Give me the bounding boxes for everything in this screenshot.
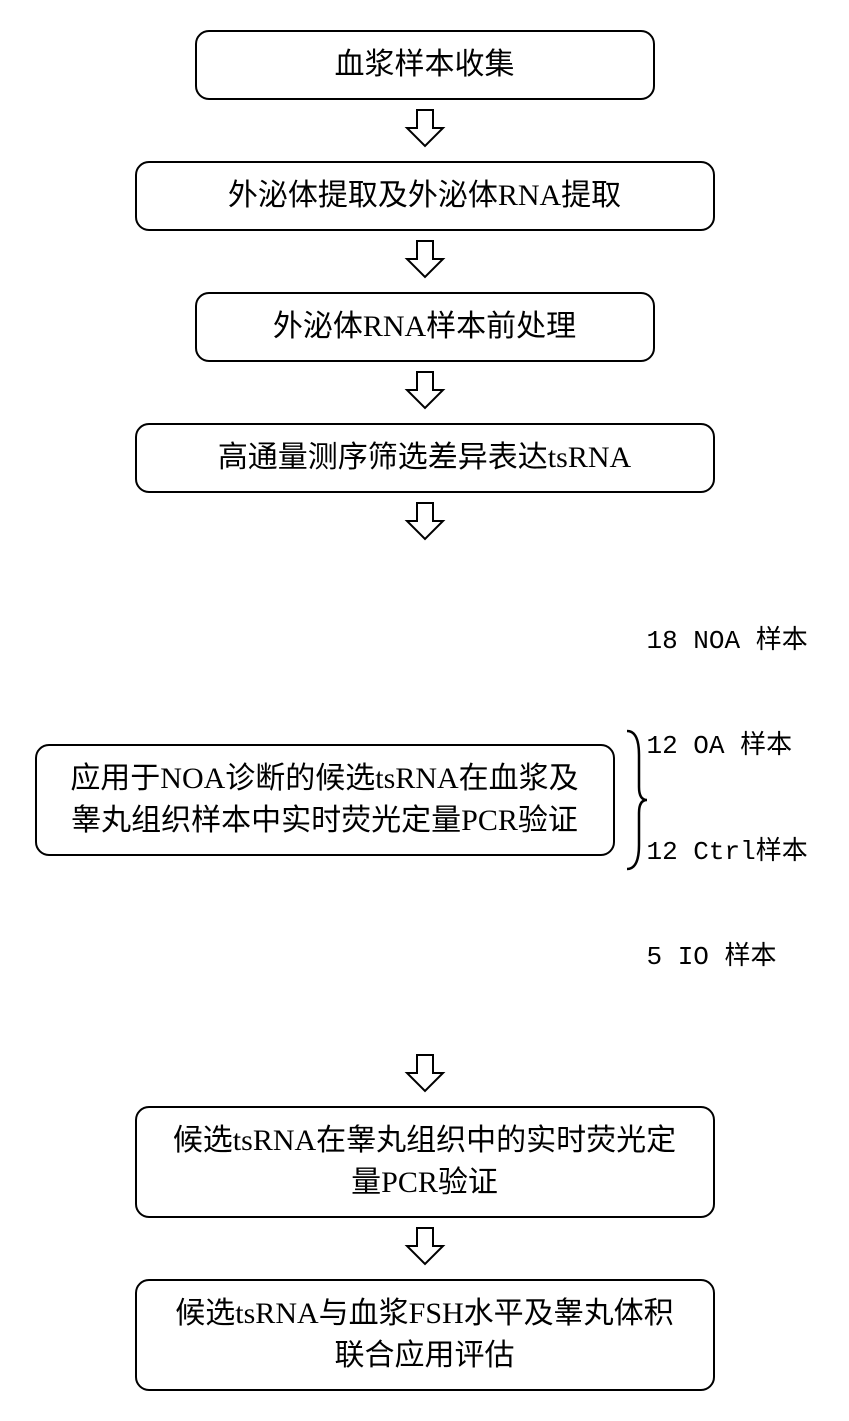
arrow-1 — [403, 106, 447, 155]
arrow-2 — [403, 237, 447, 286]
flow-node-1-label: 血浆样本收集 — [335, 44, 515, 86]
flowchart-container: 血浆样本收集 外泌体提取及外泌体RNA提取 外泌体RNA样本前处理 高通量测序筛… — [35, 30, 815, 1391]
flow-node-5: 应用于NOA诊断的候选tsRNA在血浆及睾丸组织样本中实时荧光定量PCR验证 — [35, 744, 615, 856]
arrow-6 — [403, 1224, 447, 1273]
flow-node-5-label: 应用于NOA诊断的候选tsRNA在血浆及睾丸组织样本中实时荧光定量PCR验证 — [61, 758, 589, 842]
curly-brace-icon — [621, 725, 647, 875]
flow-node-3-label: 外泌体RNA样本前处理 — [273, 306, 576, 348]
flow-node-6-label: 候选tsRNA在睾丸组织中的实时荧光定量PCR验证 — [161, 1120, 689, 1204]
side-line-2: 12 OA 样本 — [647, 729, 808, 764]
arrow-3 — [403, 368, 447, 417]
flow-node-4-label: 高通量测序筛选差异表达tsRNA — [218, 437, 631, 479]
arrow-down-icon — [403, 106, 447, 150]
arrow-down-icon — [403, 1051, 447, 1095]
side-annotation-list: 18 NOA 样本 12 OA 样本 12 Ctrl样本 5 IO 样本 — [647, 554, 808, 1045]
side-line-3: 12 Ctrl样本 — [647, 835, 808, 870]
arrow-5 — [403, 1051, 447, 1100]
flow-node-4: 高通量测序筛选差异表达tsRNA — [135, 423, 715, 493]
flow-node-2: 外泌体提取及外泌体RNA提取 — [135, 161, 715, 231]
arrow-4 — [403, 499, 447, 548]
flow-node-1: 血浆样本收集 — [195, 30, 655, 100]
flow-node-7: 候选tsRNA与血浆FSH水平及睾丸体积联合应用评估 — [135, 1279, 715, 1391]
arrow-down-icon — [403, 1224, 447, 1268]
flow-node-3: 外泌体RNA样本前处理 — [195, 292, 655, 362]
side-line-1: 18 NOA 样本 — [647, 624, 808, 659]
flow-node-7-label: 候选tsRNA与血浆FSH水平及睾丸体积联合应用评估 — [161, 1293, 689, 1377]
side-line-4: 5 IO 样本 — [647, 940, 808, 975]
arrow-down-icon — [403, 237, 447, 281]
flow-node-2-label: 外泌体提取及外泌体RNA提取 — [228, 175, 621, 217]
flow-row-with-annotation: 应用于NOA诊断的候选tsRNA在血浆及睾丸组织样本中实时荧光定量PCR验证 1… — [35, 554, 815, 1045]
arrow-down-icon — [403, 499, 447, 543]
arrow-down-icon — [403, 368, 447, 412]
flow-node-6: 候选tsRNA在睾丸组织中的实时荧光定量PCR验证 — [135, 1106, 715, 1218]
brace-annotation: 18 NOA 样本 12 OA 样本 12 Ctrl样本 5 IO 样本 — [621, 554, 808, 1045]
